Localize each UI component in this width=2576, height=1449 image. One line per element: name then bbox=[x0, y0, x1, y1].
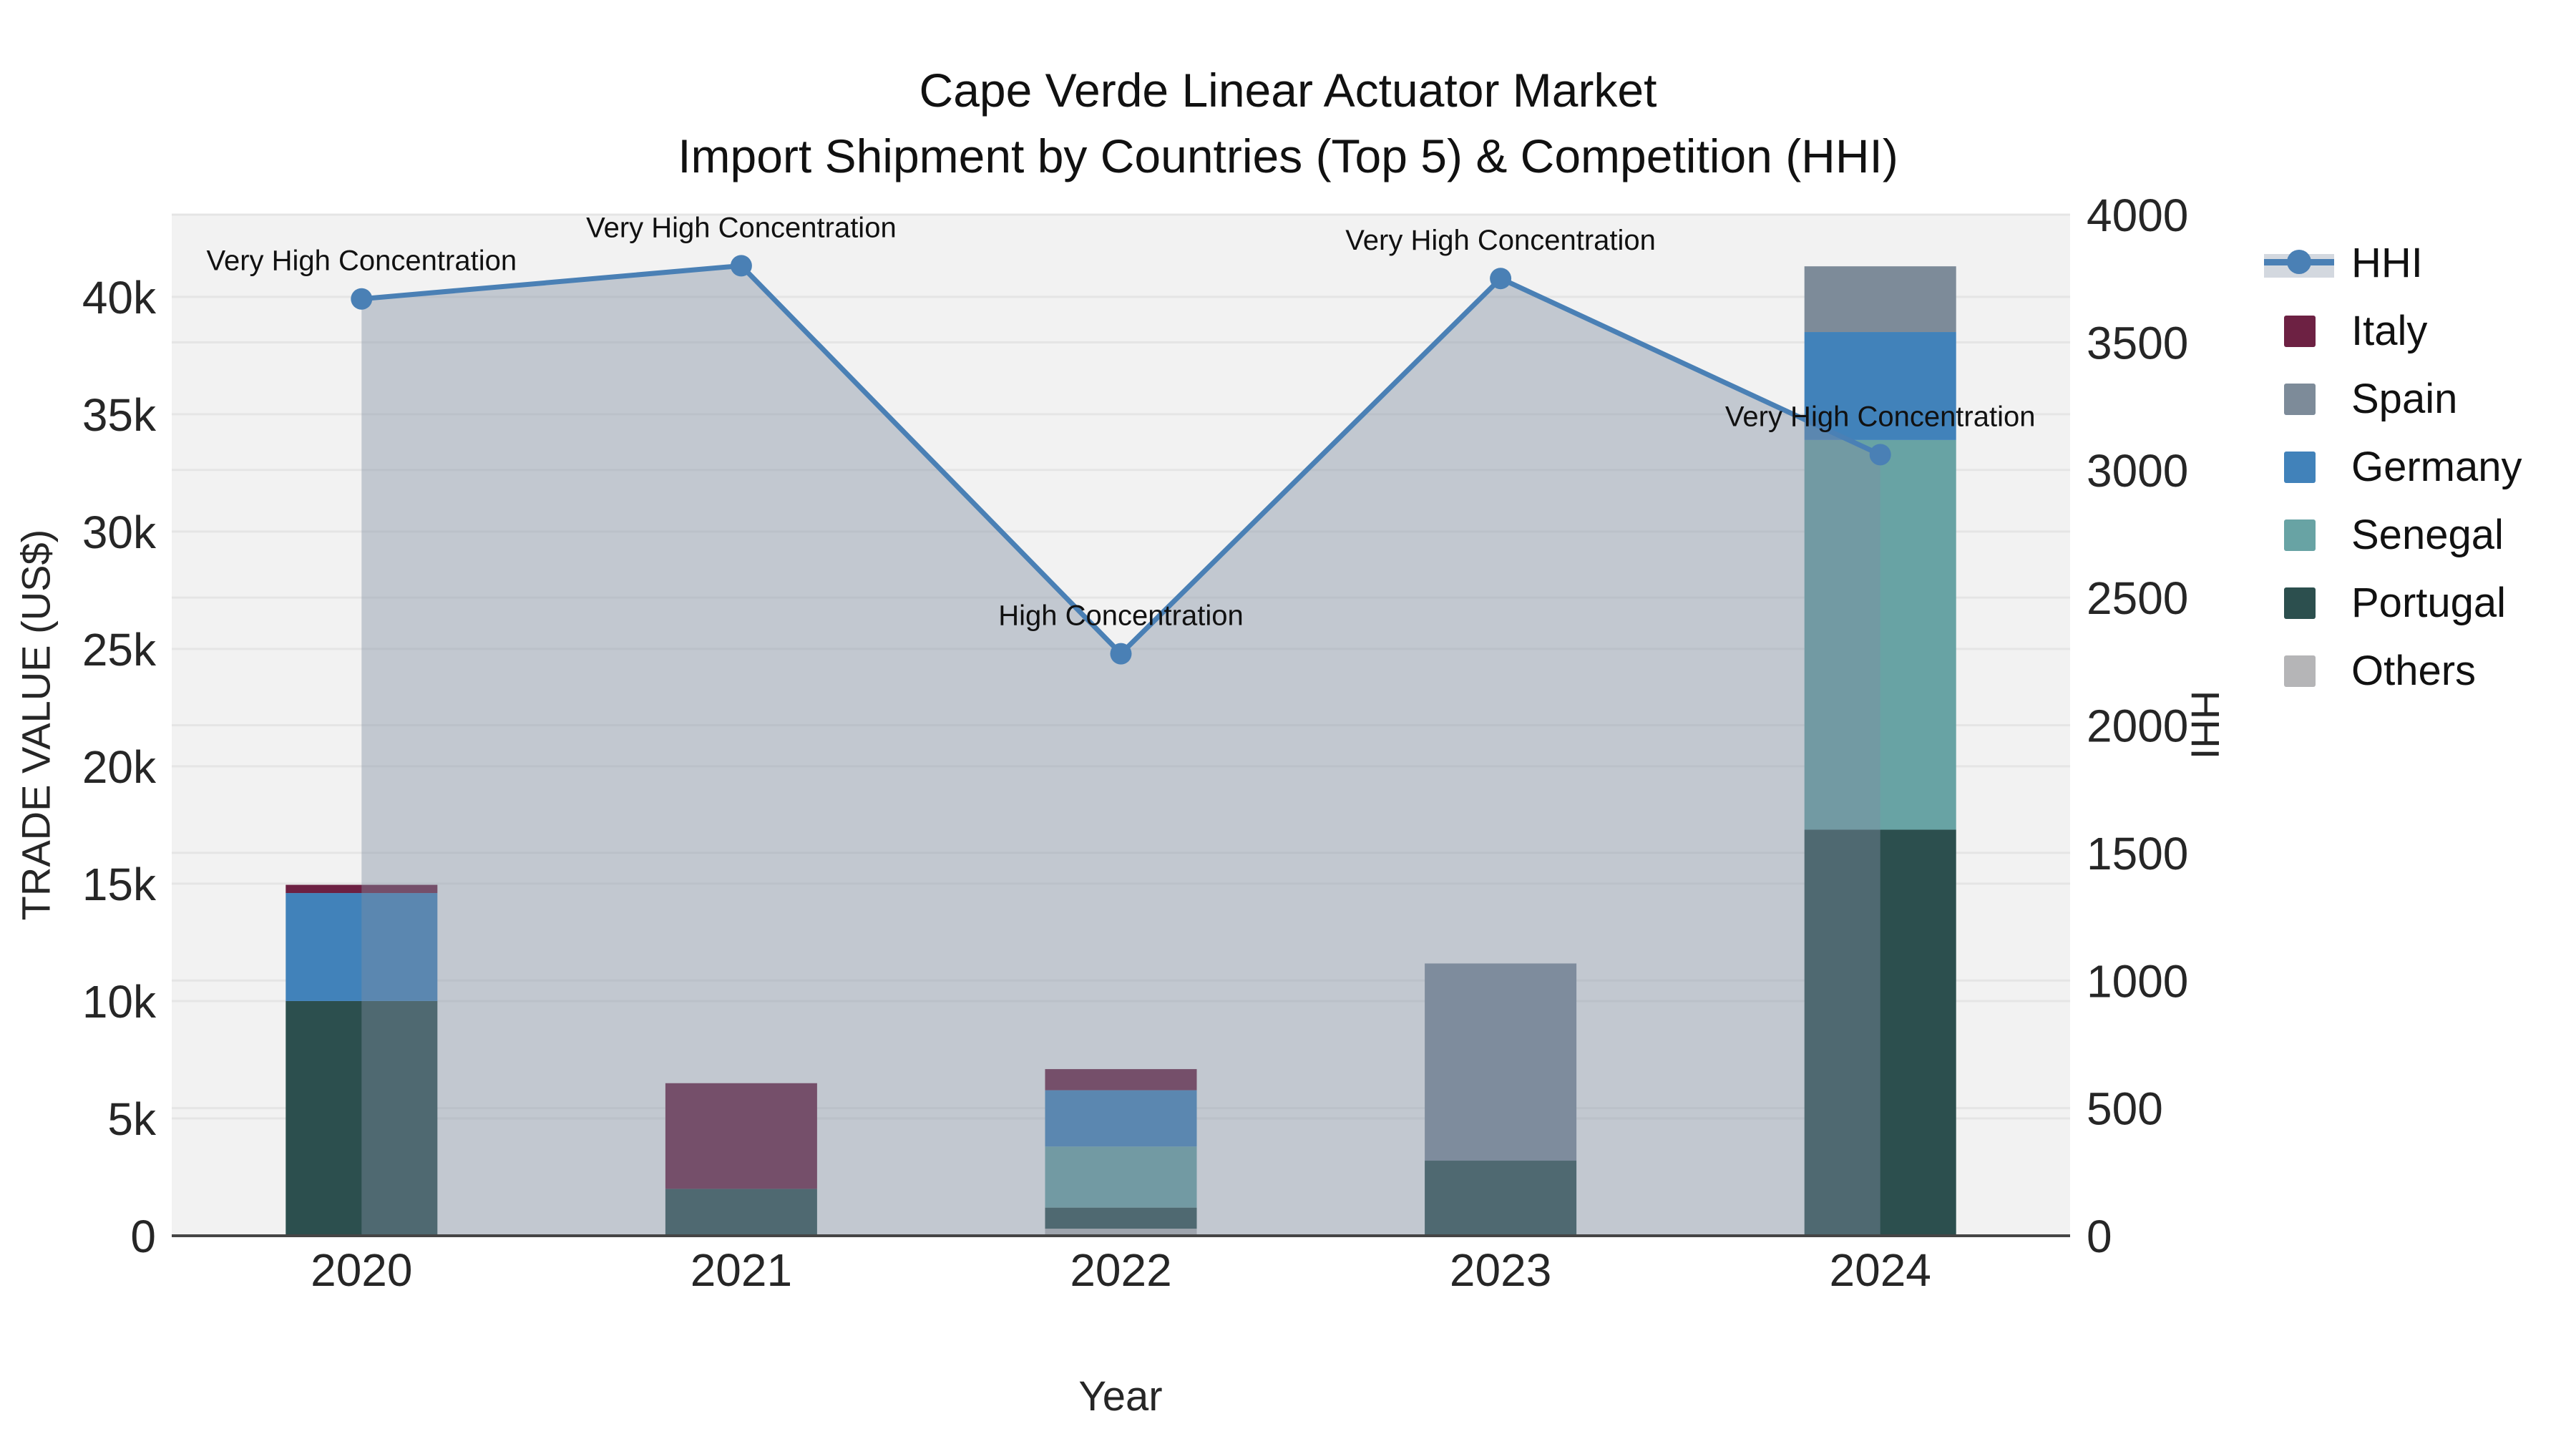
x-tick-2023: 2023 bbox=[1450, 1244, 1551, 1296]
annotation-2022: High Concentration bbox=[998, 600, 1243, 632]
bar-segment-spain-2024[interactable] bbox=[1804, 266, 1956, 333]
hhi-legend-sample bbox=[2261, 249, 2348, 278]
y-left-tick-35k: 35k bbox=[82, 389, 157, 441]
bar-segment-italy-2022[interactable] bbox=[1045, 1069, 1197, 1091]
y-left-tick-0: 0 bbox=[130, 1211, 156, 1262]
bar-segment-portugal-2023[interactable] bbox=[1425, 1161, 1577, 1236]
legend-label-spain: Spain bbox=[2351, 376, 2458, 422]
x-tick-2020: 2020 bbox=[311, 1244, 412, 1296]
hhi-line-icon bbox=[2264, 249, 2334, 278]
bar-segment-italy-2020[interactable] bbox=[286, 884, 438, 894]
y-right-tick-3500: 3500 bbox=[2087, 317, 2188, 369]
hhi-point-2023[interactable] bbox=[1490, 268, 1512, 290]
legend-label-senegal: Senegal bbox=[2351, 512, 2504, 558]
y-right-tick-4000: 4000 bbox=[2087, 190, 2188, 241]
chart-title: Cape Verde Linear Actuator Market Import… bbox=[0, 57, 2576, 189]
legend-item-others[interactable]: Others bbox=[2261, 637, 2569, 705]
legend-label-italy: Italy bbox=[2351, 308, 2428, 354]
annotation-2020: Very High Concentration bbox=[207, 245, 517, 277]
legend-label-portugal: Portugal bbox=[2351, 580, 2507, 626]
bar-segment-senegal-2024[interactable] bbox=[1804, 439, 1956, 830]
y-left-tick-10k: 10k bbox=[82, 976, 157, 1028]
y-left-tick-20k: 20k bbox=[82, 741, 157, 793]
bar-segment-others-2022[interactable] bbox=[1045, 1229, 1197, 1236]
bar-segment-portugal-2022[interactable] bbox=[1045, 1207, 1197, 1229]
y-left-tick-5k: 5k bbox=[107, 1093, 157, 1145]
y-axis-right-title: HHI bbox=[2182, 690, 2228, 760]
legend-item-germany[interactable]: Germany bbox=[2261, 433, 2569, 501]
hhi-point-2021[interactable] bbox=[730, 255, 752, 277]
germany-swatch-icon bbox=[2284, 451, 2316, 483]
bar-segment-portugal-2024[interactable] bbox=[1804, 829, 1956, 1236]
bar-segment-germany-2024[interactable] bbox=[1804, 332, 1956, 440]
chart-title-line2: Import Shipment by Countries (Top 5) & C… bbox=[678, 130, 1898, 182]
hhi-point-2022[interactable] bbox=[1110, 643, 1132, 665]
hhi-point-2024[interactable] bbox=[1869, 444, 1891, 466]
y-right-tick-2500: 2500 bbox=[2087, 572, 2188, 624]
legend: HHI Italy Spain Germany Senegal Portugal… bbox=[2261, 229, 2569, 705]
chart-title-line1: Cape Verde Linear Actuator Market bbox=[919, 64, 1657, 117]
bar-segment-portugal-2020[interactable] bbox=[286, 1000, 438, 1236]
annotation-2021: Very High Concentration bbox=[586, 212, 897, 243]
legend-item-portugal[interactable]: Portugal bbox=[2261, 569, 2569, 637]
y-left-tick-40k: 40k bbox=[82, 272, 157, 323]
y-right-tick-3000: 3000 bbox=[2087, 445, 2188, 497]
legend-item-senegal[interactable]: Senegal bbox=[2261, 501, 2569, 569]
x-axis-title: Year bbox=[1078, 1373, 1163, 1420]
y-axis-left-title: TRADE VALUE (US$) bbox=[13, 529, 59, 921]
bar-segment-spain-2023[interactable] bbox=[1425, 963, 1577, 1161]
annotation-2023: Very High Concentration bbox=[1345, 225, 1656, 256]
y-left-tick-25k: 25k bbox=[82, 624, 157, 675]
italy-swatch-icon bbox=[2284, 315, 2316, 347]
senegal-swatch-icon bbox=[2284, 519, 2316, 551]
legend-label-germany: Germany bbox=[2351, 444, 2522, 490]
hhi-point-2020[interactable] bbox=[351, 288, 373, 310]
spain-swatch-icon bbox=[2284, 383, 2316, 415]
x-tick-2021: 2021 bbox=[691, 1244, 792, 1296]
legend-label-others: Others bbox=[2351, 648, 2477, 694]
portugal-swatch-icon bbox=[2284, 587, 2316, 619]
legend-item-spain[interactable]: Spain bbox=[2261, 365, 2569, 433]
bar-segment-germany-2020[interactable] bbox=[286, 893, 438, 1001]
legend-label-hhi: HHI bbox=[2351, 240, 2423, 286]
bar-segment-portugal-2021[interactable] bbox=[665, 1189, 817, 1236]
legend-item-hhi[interactable]: HHI bbox=[2261, 229, 2569, 297]
y-right-tick-2000: 2000 bbox=[2087, 701, 2188, 752]
annotation-2024: Very High Concentration bbox=[1725, 401, 2036, 432]
legend-item-italy[interactable]: Italy bbox=[2261, 297, 2569, 365]
x-tick-2024: 2024 bbox=[1830, 1244, 1931, 1296]
hhi-area-fill bbox=[361, 265, 1880, 1236]
x-tick-2022: 2022 bbox=[1070, 1244, 1171, 1296]
y-right-tick-0: 0 bbox=[2087, 1211, 2112, 1262]
others-swatch-icon bbox=[2284, 655, 2316, 687]
y-left-tick-30k: 30k bbox=[82, 507, 157, 558]
y-right-tick-1500: 1500 bbox=[2087, 828, 2188, 879]
bar-segment-italy-2021[interactable] bbox=[665, 1083, 817, 1189]
bar-segment-germany-2022[interactable] bbox=[1045, 1090, 1197, 1147]
y-right-tick-1000: 1000 bbox=[2087, 955, 2188, 1007]
y-right-tick-500: 500 bbox=[2087, 1083, 2163, 1135]
y-left-tick-15k: 15k bbox=[82, 859, 157, 910]
bar-segment-senegal-2022[interactable] bbox=[1045, 1146, 1197, 1208]
